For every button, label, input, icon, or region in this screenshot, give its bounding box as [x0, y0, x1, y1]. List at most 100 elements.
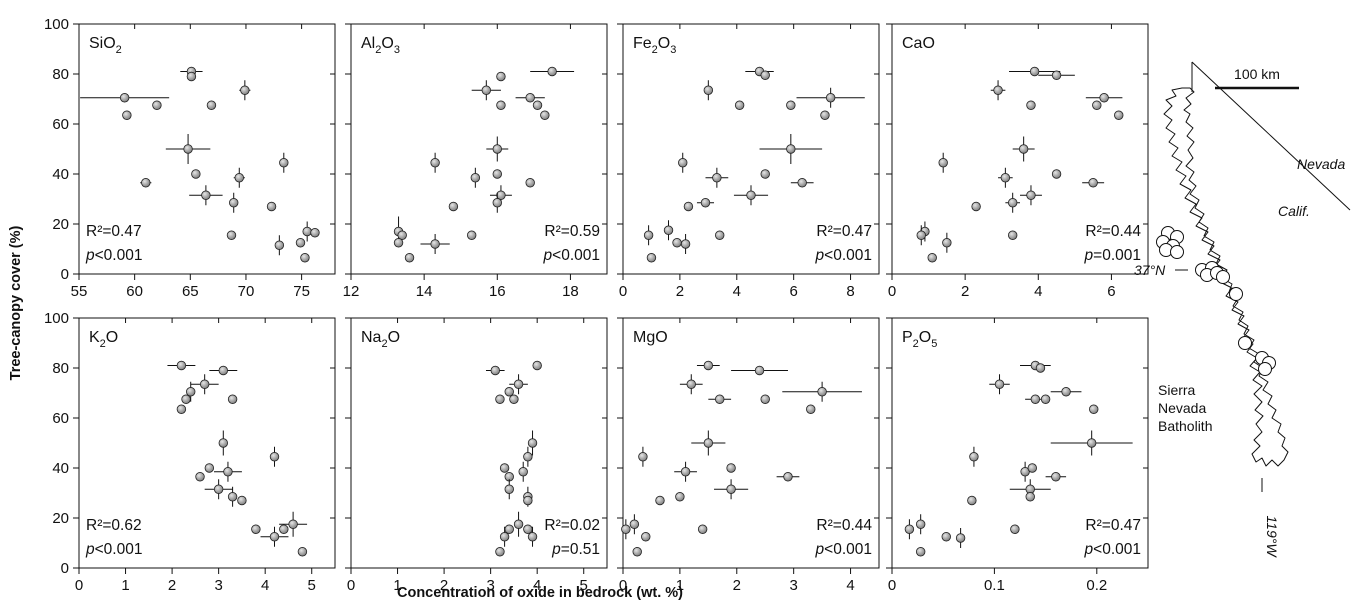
scatter-panel: 0 2 4 6 CaO R²=0.44 p=0.001	[886, 23, 1149, 300]
data-point	[518, 467, 528, 477]
data-point	[288, 519, 298, 529]
data-point	[904, 524, 915, 534]
data-point	[183, 144, 193, 154]
x-tick-label: 0	[619, 577, 627, 594]
p-symbol: p	[85, 541, 95, 558]
oxide-label-segment: CaO	[902, 35, 935, 52]
data-point	[152, 100, 162, 110]
y-tick-label: 100	[44, 16, 69, 33]
x-tick-label: 1	[121, 577, 129, 594]
y-tick-label: 80	[52, 360, 69, 377]
oxide-label: P2O5	[902, 329, 937, 350]
data-point	[1026, 190, 1036, 200]
data-point	[266, 201, 277, 212]
oxide-label: MgO	[633, 329, 668, 346]
plot-frame	[78, 23, 336, 275]
data-point	[942, 238, 952, 248]
data-point	[1051, 70, 1062, 80]
data-point	[797, 178, 807, 188]
data-point	[760, 169, 770, 179]
data-point	[176, 404, 187, 414]
y-tick-label: 60	[52, 410, 69, 427]
p-value-label: p<0.001	[543, 247, 600, 264]
data-point	[495, 547, 505, 557]
p-symbol: p	[815, 247, 825, 264]
data-point	[523, 452, 533, 462]
data-point	[1007, 230, 1018, 240]
scatter-panel: 12 14 16 18 Al2O3 R²=0.59 p<0.001	[343, 23, 608, 300]
data-point	[672, 238, 682, 248]
r-squared-label: R²=0.02	[544, 517, 600, 534]
data-point	[430, 158, 440, 168]
oxide-label: CaO	[902, 35, 935, 52]
data-point	[496, 190, 506, 200]
data-point	[302, 226, 312, 237]
data-point	[621, 524, 631, 534]
p-value-label: p=0.001	[1084, 247, 1141, 264]
data-point	[274, 240, 285, 250]
data-point	[119, 93, 130, 103]
data-point	[504, 387, 514, 397]
nevada-label: Nevada	[1297, 156, 1345, 172]
x-tick-label: 5	[580, 577, 588, 594]
p-symbol: p	[1084, 247, 1094, 264]
plot-frame	[622, 317, 880, 569]
data-point	[300, 253, 310, 263]
oxide-label-segment: Al	[361, 35, 375, 52]
data-point	[532, 100, 543, 110]
data-point	[176, 360, 187, 371]
plot-frame	[891, 23, 1149, 275]
data-point	[1027, 463, 1037, 473]
data-point	[680, 239, 691, 249]
oxide-label-subscript: 2	[381, 338, 387, 350]
data-point	[675, 492, 685, 502]
oxide-label-subscript: 3	[394, 44, 400, 56]
data-point	[251, 524, 261, 534]
sierra-nevada-map: 100 km Nevada Calif. 37°N 119°W	[1134, 61, 1351, 558]
data-point	[820, 110, 830, 120]
data-point	[504, 524, 514, 534]
p-value-label: p=0.51	[551, 541, 600, 558]
x-tick-label: 12	[343, 283, 360, 300]
p-symbol: p	[815, 541, 825, 558]
data-point	[191, 169, 201, 179]
data-point	[492, 144, 502, 154]
data-point	[1010, 524, 1020, 534]
sample-site-marker	[1258, 362, 1272, 376]
sample-site-marker	[1170, 245, 1184, 259]
x-tick-label: 16	[489, 283, 506, 300]
data-point	[655, 495, 665, 506]
data-point	[1086, 438, 1097, 448]
oxide-label-subscript: 2	[116, 44, 122, 56]
data-point	[492, 169, 502, 179]
data-point	[297, 547, 308, 557]
r-squared-label: R²=0.62	[86, 517, 142, 534]
data-point	[226, 230, 237, 240]
x-tick-label: 4	[733, 283, 741, 300]
state-border-line	[1191, 61, 1351, 211]
sample-site-marker	[1238, 336, 1252, 350]
data-point	[760, 70, 770, 80]
data-point	[678, 158, 688, 168]
data-point	[513, 519, 524, 529]
data-point	[726, 463, 736, 473]
data-point	[234, 173, 244, 183]
data-point	[783, 472, 793, 482]
data-point	[499, 532, 510, 542]
oxide-label-subscript: 5	[931, 338, 937, 350]
scatter-panel: 55 60 65 70 75 0 20 40 60 80 100 SiO2 R²=0.47 p<0.001	[44, 16, 336, 300]
p-value: <0.001	[824, 247, 872, 264]
data-point	[629, 519, 640, 529]
x-tick-label: 65	[182, 283, 199, 300]
data-point	[204, 463, 215, 473]
oxide-label-segment: O	[381, 35, 393, 52]
y-axis-title: Tree-canopy cover (%)	[8, 225, 24, 380]
data-point	[734, 100, 745, 110]
r-squared-label: R²=0.44	[816, 517, 872, 534]
data-point	[726, 484, 736, 494]
data-point	[532, 360, 542, 371]
data-point	[697, 524, 708, 534]
data-point	[663, 225, 674, 235]
